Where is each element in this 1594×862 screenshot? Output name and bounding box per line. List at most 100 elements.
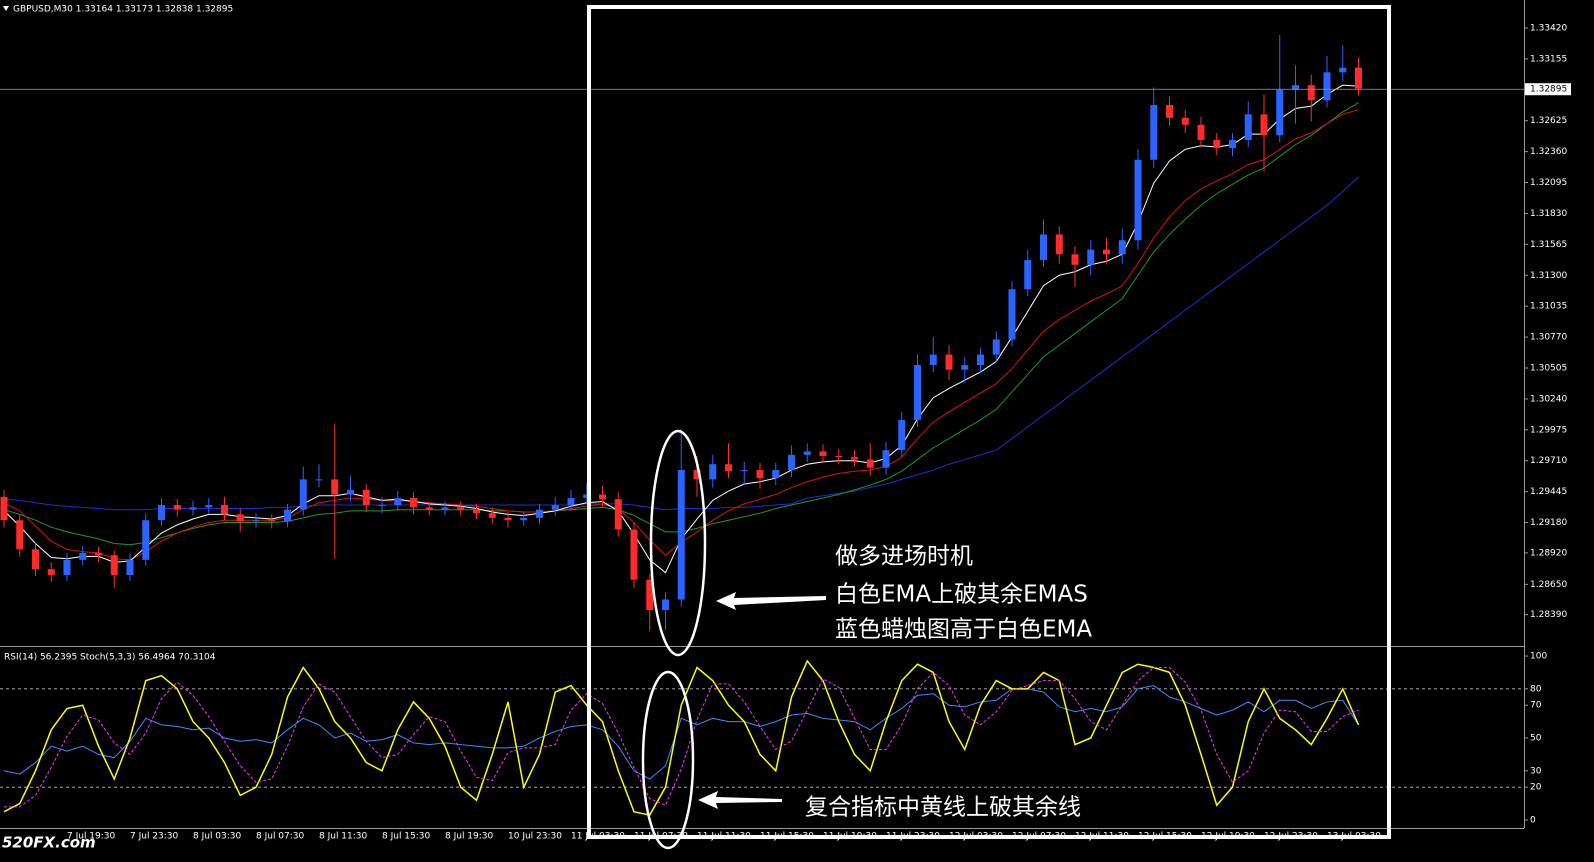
y-tick-label: 1.33155 <box>1530 54 1567 64</box>
y-tick-label: 100 <box>1530 652 1547 662</box>
x-tick-label: 7 Jul 23:30 <box>130 832 179 842</box>
candle-body <box>1024 260 1032 290</box>
candle-body <box>1307 85 1315 101</box>
candle-body <box>536 509 543 518</box>
candle-body <box>79 552 87 560</box>
x-tick-label: 8 Jul 07:30 <box>256 832 305 842</box>
candle-body <box>567 498 575 506</box>
candle-body <box>63 559 71 576</box>
candle-body <box>16 520 24 550</box>
plot-layer: 7 Jul 19:30 7 Jul 23:30 8 Jul 03:30 8 Jul 0… <box>0 23 1571 842</box>
x-tick-label: 10 Jul 23:30 <box>508 832 562 842</box>
candle-body <box>252 520 260 522</box>
candle-body <box>725 464 732 472</box>
y-tick-label: 1.30770 <box>1530 333 1567 343</box>
candle-body <box>851 457 858 460</box>
candle-body <box>268 520 276 522</box>
candle-body <box>646 579 654 611</box>
candle-body <box>1055 234 1063 255</box>
candle-body <box>1181 117 1189 125</box>
candle-body <box>1197 124 1205 140</box>
watermark: 520FX.com <box>2 834 96 852</box>
y-tick-label: 1.29975 <box>1530 425 1567 435</box>
indicator-line <box>4 667 1359 808</box>
candle-body <box>221 505 228 515</box>
candle-body <box>142 520 150 560</box>
candle-body <box>299 479 307 510</box>
x-tick-label: 8 Jul 19:30 <box>445 832 494 842</box>
y-tick-label: 1.28390 <box>1530 610 1567 620</box>
candle-body <box>756 470 764 479</box>
highlight-ellipse <box>641 670 695 850</box>
candle-body <box>95 552 102 556</box>
candle-body <box>1118 240 1126 255</box>
candle-body <box>1040 234 1047 261</box>
y-tick-label: 1.28920 <box>1530 548 1567 558</box>
candle-body <box>504 517 512 521</box>
y-tick-label: 1.32095 <box>1530 178 1567 188</box>
highlight-ellipse <box>649 429 707 657</box>
candle-body <box>772 470 780 479</box>
candle-body <box>1355 67 1362 89</box>
y-tick-label: 1.33420 <box>1530 23 1567 33</box>
candle-body <box>0 496 8 521</box>
candle-body <box>189 507 197 510</box>
candle-body <box>835 456 843 458</box>
candle-body <box>488 513 496 518</box>
y-tick-label: 1.28650 <box>1530 580 1567 590</box>
candle-body <box>173 505 181 510</box>
candle-body <box>882 450 890 468</box>
candle-body <box>457 507 465 510</box>
candle-body <box>331 479 339 495</box>
candle-body <box>284 509 291 522</box>
y-tick-label: 1.32625 <box>1530 116 1567 126</box>
candle-body <box>410 498 417 508</box>
candle-body <box>425 507 433 510</box>
x-tick-label: 8 Jul 11:30 <box>319 832 368 842</box>
y-tick-label: 1.31830 <box>1530 209 1567 219</box>
y-tick-label: 1.31035 <box>1530 302 1567 312</box>
candle-body <box>788 454 795 471</box>
candle-body <box>819 451 827 457</box>
y-tick-label: 1.32360 <box>1530 147 1567 157</box>
y-tick-label: 1.30240 <box>1530 394 1567 404</box>
candle-body <box>1087 249 1095 265</box>
candle-body <box>110 555 118 576</box>
candle-body <box>473 509 480 514</box>
candle-body <box>929 354 937 366</box>
candle-body <box>740 470 748 472</box>
y-tick-label: 1.29445 <box>1530 487 1567 497</box>
y-tick-label: 0 <box>1530 815 1536 825</box>
candle-body <box>158 505 165 521</box>
candle-body <box>961 365 969 370</box>
candle-body <box>1244 114 1252 140</box>
x-tick-label: 8 Jul 15:30 <box>382 832 431 842</box>
candle-body <box>441 507 449 510</box>
candle-body <box>1292 85 1299 90</box>
candle-body <box>677 470 685 600</box>
y-tick-label: 1.31300 <box>1530 271 1567 281</box>
candle-body <box>315 479 323 481</box>
chart-title: GBPUSD,M30 1.33164 1.33173 1.32838 1.328… <box>13 5 233 15</box>
candle-body <box>866 459 874 468</box>
y-tick-label: 1.29180 <box>1530 518 1567 528</box>
x-tick-label: 7 Jul 19:30 <box>67 832 116 842</box>
y-tick-label: 1.30505 <box>1530 363 1567 373</box>
indicator-title: RSI(14) 56.2395 Stoch(5,3,3) 56.4964 70.… <box>4 653 216 663</box>
candle-body <box>1103 249 1110 255</box>
annotation: 复合指标中黄线上破其余线 <box>805 795 1081 821</box>
current-price-box <box>1525 83 1571 96</box>
candle-body <box>1276 89 1284 136</box>
candle-body <box>378 505 386 507</box>
arrow <box>716 592 826 610</box>
highlight-box <box>587 5 1391 839</box>
candle-body <box>992 339 1000 355</box>
candle-body <box>394 498 402 506</box>
candle-body <box>32 549 39 570</box>
candle-body <box>709 464 717 480</box>
candle-body <box>1071 254 1079 265</box>
candle-body <box>1134 159 1142 241</box>
candle-body <box>47 569 55 576</box>
